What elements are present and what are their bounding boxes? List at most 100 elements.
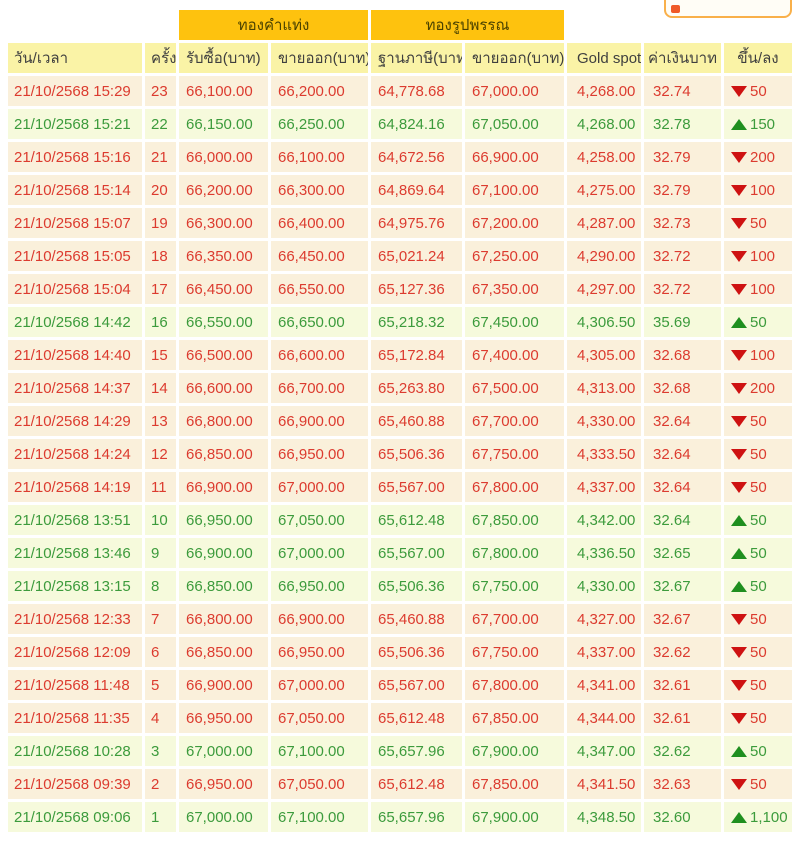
cell-datetime: 21/10/2568 14:29	[8, 406, 142, 436]
cell-bar-buy: 67,000.00	[179, 736, 268, 766]
table-row: 21/10/2568 15:04 17 66,450.00 66,550.00 …	[8, 274, 793, 304]
cell-baht-rate: 32.67	[644, 604, 721, 634]
cell-bar-buy: 66,900.00	[179, 670, 268, 700]
cell-ornament-sell: 67,800.00	[465, 670, 564, 700]
cell-change: 200	[724, 373, 793, 403]
cell-bar-buy: 66,900.00	[179, 538, 268, 568]
cutoff-button[interactable]	[664, 0, 792, 18]
cell-baht-rate: 32.79	[644, 175, 721, 205]
table-row: 21/10/2568 15:07 19 66,300.00 66,400.00 …	[8, 208, 793, 238]
cell-ornament-sell: 66,900.00	[465, 142, 564, 172]
arrow-up-icon	[731, 118, 747, 130]
cell-ornament-sell: 67,750.00	[465, 439, 564, 469]
cell-ornament-sell: 67,850.00	[465, 505, 564, 535]
cell-datetime: 21/10/2568 14:37	[8, 373, 142, 403]
group-header-gold-ornament: ทองรูปพรรณ	[371, 10, 564, 40]
change-value: 50	[750, 709, 767, 727]
cell-tax-base: 65,612.48	[371, 769, 462, 799]
cell-tax-base: 64,869.64	[371, 175, 462, 205]
cell-tax-base: 65,506.36	[371, 571, 462, 601]
cell-ornament-sell: 67,000.00	[465, 76, 564, 106]
change-value: 100	[750, 247, 776, 265]
cell-change: 50	[724, 472, 793, 502]
cell-ornament-sell: 67,800.00	[465, 538, 564, 568]
cell-seq: 20	[145, 175, 176, 205]
cell-bar-buy: 66,550.00	[179, 307, 268, 337]
gold-price-table: ทองคำแท่ง ทองรูปพรรณ วัน/เวลา ครั้ง รับซ…	[5, 7, 795, 835]
change-value: 100	[750, 346, 776, 364]
cell-change: 50	[724, 736, 793, 766]
change-value: 50	[750, 610, 767, 628]
change-value: 50	[750, 676, 767, 694]
cell-change: 1,100	[724, 802, 793, 832]
cell-tax-base: 65,567.00	[371, 538, 462, 568]
arrow-up-icon	[731, 580, 747, 592]
cell-gold-spot: 4,275.00	[567, 175, 641, 205]
cell-change: 50	[724, 604, 793, 634]
cell-seq: 15	[145, 340, 176, 370]
cell-bar-buy: 66,200.00	[179, 175, 268, 205]
table-row: 21/10/2568 13:15 8 66,850.00 66,950.00 6…	[8, 571, 793, 601]
cell-gold-spot: 4,344.00	[567, 703, 641, 733]
cell-datetime: 21/10/2568 14:19	[8, 472, 142, 502]
change-value: 50	[750, 544, 767, 562]
cell-baht-rate: 32.62	[644, 637, 721, 667]
cell-datetime: 21/10/2568 14:24	[8, 439, 142, 469]
table-row: 21/10/2568 13:46 9 66,900.00 67,000.00 6…	[8, 538, 793, 568]
arrow-down-icon	[731, 349, 747, 361]
cell-seq: 17	[145, 274, 176, 304]
cell-baht-rate: 32.74	[644, 76, 721, 106]
cell-bar-sell: 67,000.00	[271, 670, 368, 700]
table-row: 21/10/2568 12:09 6 66,850.00 66,950.00 6…	[8, 637, 793, 667]
cell-bar-buy: 66,850.00	[179, 637, 268, 667]
cell-change: 50	[724, 307, 793, 337]
cell-tax-base: 64,672.56	[371, 142, 462, 172]
group-header-spacer-left	[8, 10, 176, 40]
cell-tax-base: 65,460.88	[371, 406, 462, 436]
cell-baht-rate: 32.68	[644, 340, 721, 370]
cell-datetime: 21/10/2568 13:51	[8, 505, 142, 535]
cell-change: 50	[724, 505, 793, 535]
cell-tax-base: 65,172.84	[371, 340, 462, 370]
cell-baht-rate: 32.72	[644, 241, 721, 271]
cell-bar-sell: 66,200.00	[271, 76, 368, 106]
cell-tax-base: 64,778.68	[371, 76, 462, 106]
cell-ornament-sell: 67,100.00	[465, 175, 564, 205]
cell-change: 100	[724, 274, 793, 304]
cell-bar-sell: 67,050.00	[271, 703, 368, 733]
cell-seq: 3	[145, 736, 176, 766]
change-value: 50	[750, 511, 767, 529]
arrow-down-icon	[731, 217, 747, 229]
cell-baht-rate: 32.68	[644, 373, 721, 403]
arrow-down-icon	[731, 382, 747, 394]
change-value: 100	[750, 280, 776, 298]
change-value: 100	[750, 181, 776, 199]
cell-ornament-sell: 67,850.00	[465, 703, 564, 733]
change-value: 50	[750, 412, 767, 430]
cell-datetime: 21/10/2568 15:14	[8, 175, 142, 205]
cell-datetime: 21/10/2568 15:29	[8, 76, 142, 106]
cell-baht-rate: 32.72	[644, 274, 721, 304]
cell-baht-rate: 32.64	[644, 505, 721, 535]
change-value: 50	[750, 742, 767, 760]
cell-ornament-sell: 67,800.00	[465, 472, 564, 502]
cell-seq: 9	[145, 538, 176, 568]
column-header-bar-buy: รับซื้อ(บาท)	[179, 43, 268, 73]
table-row: 21/10/2568 14:40 15 66,500.00 66,600.00 …	[8, 340, 793, 370]
table-row: 21/10/2568 14:42 16 66,550.00 66,650.00 …	[8, 307, 793, 337]
cell-seq: 5	[145, 670, 176, 700]
cell-bar-sell: 67,100.00	[271, 736, 368, 766]
cell-bar-buy: 66,800.00	[179, 406, 268, 436]
arrow-down-icon	[731, 250, 747, 262]
column-header-tax-base: ฐานภาษี(บาท)	[371, 43, 462, 73]
cell-baht-rate: 32.64	[644, 406, 721, 436]
cell-gold-spot: 4,313.00	[567, 373, 641, 403]
cell-datetime: 21/10/2568 15:07	[8, 208, 142, 238]
cell-gold-spot: 4,268.00	[567, 109, 641, 139]
cell-ornament-sell: 67,750.00	[465, 637, 564, 667]
table-row: 21/10/2568 14:29 13 66,800.00 66,900.00 …	[8, 406, 793, 436]
cell-baht-rate: 32.60	[644, 802, 721, 832]
cell-change: 50	[724, 703, 793, 733]
column-header-bar-sell: ขายออก(บาท)	[271, 43, 368, 73]
cell-ornament-sell: 67,700.00	[465, 604, 564, 634]
